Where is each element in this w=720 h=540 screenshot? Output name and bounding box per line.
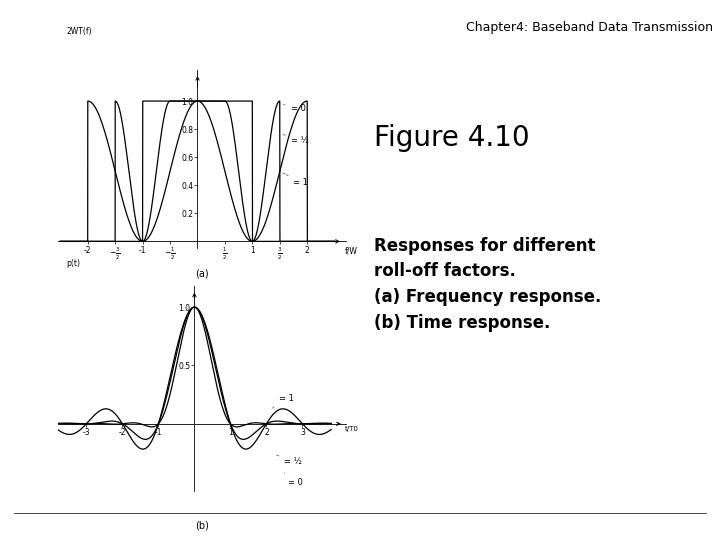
Text: t/T0: t/T0 bbox=[345, 426, 359, 432]
Text: 2WT(f): 2WT(f) bbox=[66, 28, 92, 36]
Text: = ½: = ½ bbox=[276, 455, 302, 465]
Text: (b): (b) bbox=[194, 521, 209, 530]
Text: = 0: = 0 bbox=[284, 472, 303, 487]
Text: f/W: f/W bbox=[344, 247, 357, 256]
Text: = 1: = 1 bbox=[272, 394, 294, 408]
Text: Figure 4.10: Figure 4.10 bbox=[374, 124, 530, 152]
Text: (a): (a) bbox=[195, 269, 208, 279]
Text: = 0: = 0 bbox=[284, 104, 305, 112]
Text: = 1: = 1 bbox=[282, 173, 308, 187]
Text: = ½: = ½ bbox=[282, 134, 308, 145]
Text: p(t): p(t) bbox=[66, 259, 80, 268]
Text: Responses for different
roll-off factors.
(a) Frequency response.
(b) Time respo: Responses for different roll-off factors… bbox=[374, 237, 602, 332]
Text: Chapter4: Baseband Data Transmission: Chapter4: Baseband Data Transmission bbox=[466, 21, 713, 33]
